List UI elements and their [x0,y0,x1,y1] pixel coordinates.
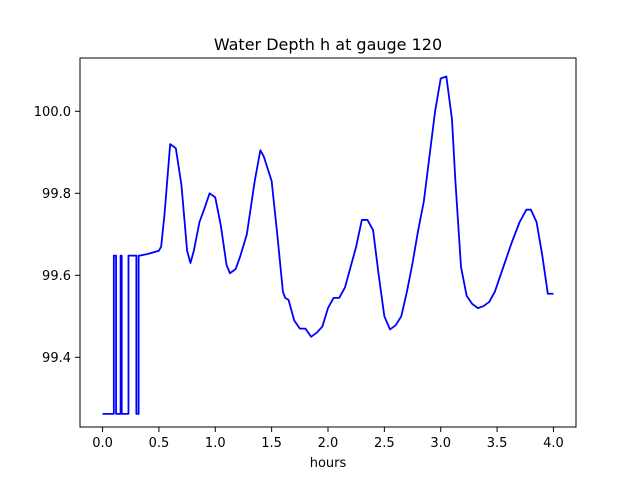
chart-title: Water Depth h at gauge 120 [214,35,442,54]
y-tick-label: 99.4 [42,351,71,366]
x-tick-label: 0.5 [149,436,170,451]
x-tick-label: 0.0 [92,436,113,451]
x-tick-label: 4.0 [543,436,564,451]
x-tick-label: 3.0 [430,436,451,451]
series-line-0 [102,75,554,415]
axis-ticks: 0.0 0.5 1.0 1.5 2.0 2.5 3.0 3.5 4.0 99.4 99.6 99.8 1… [34,105,564,451]
y-tick-label: 100.0 [34,105,71,120]
x-tick-label: 1.0 [205,436,226,451]
x-tick-label: 1.5 [261,436,282,451]
axes-frame [79,57,577,428]
y-tick-label: 99.6 [42,269,71,284]
x-axis-label: hours [310,456,347,471]
y-tick-label: 99.8 [42,187,71,202]
x-tick-label: 3.5 [487,436,508,451]
x-tick-label: 2.0 [318,436,339,451]
plot-area [102,75,554,415]
x-tick-label: 2.5 [374,436,395,451]
